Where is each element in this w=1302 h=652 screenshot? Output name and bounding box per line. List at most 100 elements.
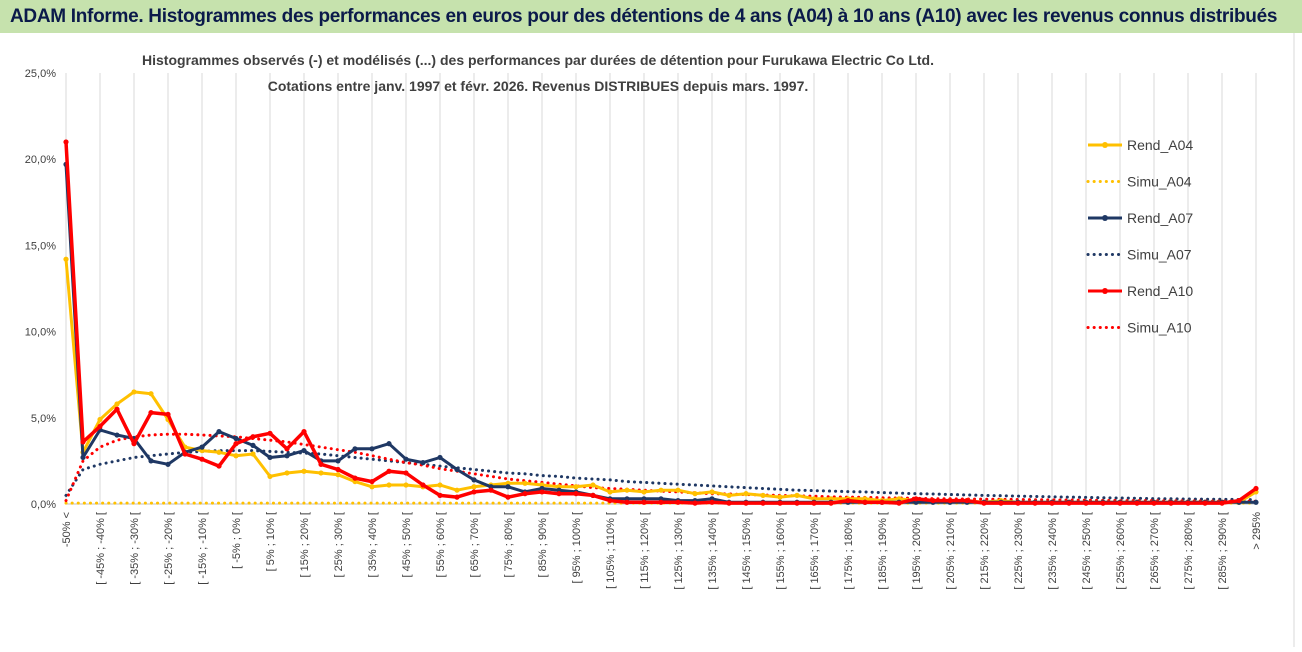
data-point-rend-a04	[301, 468, 307, 474]
data-point-rend-a07	[1253, 499, 1259, 505]
report-banner: ADAM Informe. Histogrammes des performan…	[0, 0, 1302, 33]
data-point-rend-a04	[743, 491, 749, 497]
data-point-rend-a10	[1066, 500, 1072, 506]
data-point-rend-a10	[182, 451, 188, 457]
x-tick-label: [ -5% ; 0% [	[231, 512, 243, 569]
data-point-rend-a04	[97, 416, 103, 423]
data-point-rend-a04	[658, 487, 664, 493]
data-point-rend-a10	[607, 497, 613, 504]
data-point-rend-a07	[437, 454, 443, 461]
legend-label-simu-a07: Simu_A07	[1127, 247, 1192, 263]
data-point-rend-a10	[641, 499, 647, 505]
x-tick-label: [ 175% ; 180% [	[843, 512, 855, 590]
data-point-rend-a10	[148, 410, 154, 416]
data-point-rend-a07	[165, 461, 171, 467]
legend: Rend_A04 Simu_A04 Rend_A07 Simu_A07 Rend_A10…	[1086, 137, 1193, 336]
x-tick-label: [ -45% ; -40% [	[95, 512, 107, 585]
data-point-rend-a10	[794, 500, 800, 506]
x-tick-label: [ 95% ; 100% [	[571, 512, 583, 584]
data-point-rend-a10	[165, 411, 171, 417]
x-tick-label: [ 25% ; 30% [	[333, 512, 345, 577]
data-point-rend-a04	[318, 470, 324, 476]
legend-marker-rend-a04	[1102, 142, 1108, 148]
data-point-rend-a10	[403, 470, 409, 476]
data-point-rend-a04	[267, 473, 273, 480]
data-point-rend-a04	[471, 484, 477, 490]
data-point-rend-a07	[267, 454, 273, 461]
x-tick-label: [ 15% ; 20% [	[299, 512, 311, 577]
data-point-rend-a04	[131, 389, 137, 395]
data-point-rend-a07	[216, 428, 222, 435]
y-tick-label: 25,0%	[25, 68, 56, 80]
data-point-rend-a10	[1151, 500, 1157, 506]
data-point-rend-a04	[63, 256, 69, 262]
data-point-rend-a10	[318, 461, 324, 467]
data-point-rend-a10	[556, 491, 562, 497]
y-tick-label: 5,0%	[31, 413, 56, 425]
data-point-rend-a07	[114, 432, 120, 438]
data-point-rend-a07	[199, 444, 205, 450]
data-point-rend-a10	[811, 500, 817, 506]
y-tick-label: 10,0%	[25, 327, 56, 339]
data-point-rend-a10	[199, 456, 205, 462]
x-tick-label: [ 5% ; 10% [	[265, 512, 277, 571]
data-point-rend-a10	[828, 500, 834, 506]
x-tick-label: [ 215% ; 220% [	[979, 512, 991, 590]
data-point-rend-a04	[284, 470, 290, 476]
data-point-rend-a10	[1219, 500, 1225, 506]
x-tick-label: [ 255% ; 260% [	[1115, 512, 1127, 590]
data-point-rend-a04	[148, 391, 154, 397]
data-point-rend-a04	[675, 487, 681, 493]
chart-area: 0,0% 5,0% 10,0% 15,0% 20,0% 25,0% -50% < [ -45%…	[0, 33, 1302, 647]
data-point-rend-a07	[454, 466, 460, 473]
data-point-rend-a10	[1100, 500, 1106, 506]
data-point-rend-a10	[1253, 485, 1259, 492]
legend-marker-rend-a10	[1102, 288, 1108, 294]
data-point-rend-a07	[352, 446, 358, 452]
data-point-rend-a07	[505, 484, 511, 490]
data-point-rend-a04	[386, 482, 392, 488]
data-point-rend-a10	[1202, 500, 1208, 506]
data-point-rend-a04	[777, 494, 783, 500]
data-point-rend-a10	[216, 463, 222, 469]
x-tick-label: [ 155% ; 160% [	[775, 512, 787, 590]
data-point-rend-a10	[692, 500, 698, 506]
legend-label-simu-a04: Simu_A04	[1127, 174, 1192, 190]
data-point-rend-a10	[947, 497, 953, 504]
x-tick-label: [ -25% ; -20% [	[163, 512, 175, 585]
data-point-rend-a10	[743, 500, 749, 506]
data-point-rend-a07	[250, 442, 256, 448]
data-point-rend-a10	[726, 500, 732, 506]
x-tick-label: [ 55% ; 60% [	[435, 512, 447, 577]
x-tick-label: [ 45% ; 50% [	[401, 512, 413, 577]
data-point-rend-a07	[284, 453, 290, 459]
x-tick-label: -50% <	[61, 512, 73, 547]
data-point-rend-a10	[675, 499, 681, 505]
data-point-rend-a10	[301, 428, 307, 435]
data-point-rend-a10	[114, 406, 120, 412]
data-point-rend-a10	[386, 468, 392, 474]
data-point-rend-a07	[369, 446, 375, 452]
x-tick-label: [ 145% ; 150% [	[741, 512, 753, 590]
legend-marker-rend-a07	[1102, 215, 1108, 221]
x-tick-label: [ 235% ; 240% [	[1047, 512, 1059, 590]
x-tick-label: [ 35% ; 40% [	[367, 512, 379, 577]
report-title: ADAM Informe. Histogrammes des performan…	[10, 6, 1278, 27]
data-point-rend-a07	[80, 454, 86, 461]
data-point-rend-a10	[522, 491, 528, 497]
data-point-rend-a07	[420, 460, 426, 466]
data-point-rend-a10	[369, 478, 375, 485]
data-point-rend-a04	[403, 482, 409, 488]
legend-label-rend-a04: Rend_A04	[1127, 137, 1193, 153]
x-tick-label: [ -15% ; -10% [	[197, 512, 209, 585]
data-point-rend-a04	[114, 401, 120, 407]
data-point-rend-a10	[539, 489, 545, 495]
data-point-rend-a10	[284, 446, 290, 452]
series-line-simu-a07	[64, 449, 1258, 502]
x-tick-label: [ 75% ; 80% [	[503, 512, 515, 577]
series-layer	[63, 139, 1259, 506]
grid-layer	[65, 73, 1257, 504]
data-point-rend-a10	[505, 494, 511, 500]
data-point-rend-a10	[437, 492, 443, 498]
data-point-rend-a10	[1083, 500, 1089, 506]
